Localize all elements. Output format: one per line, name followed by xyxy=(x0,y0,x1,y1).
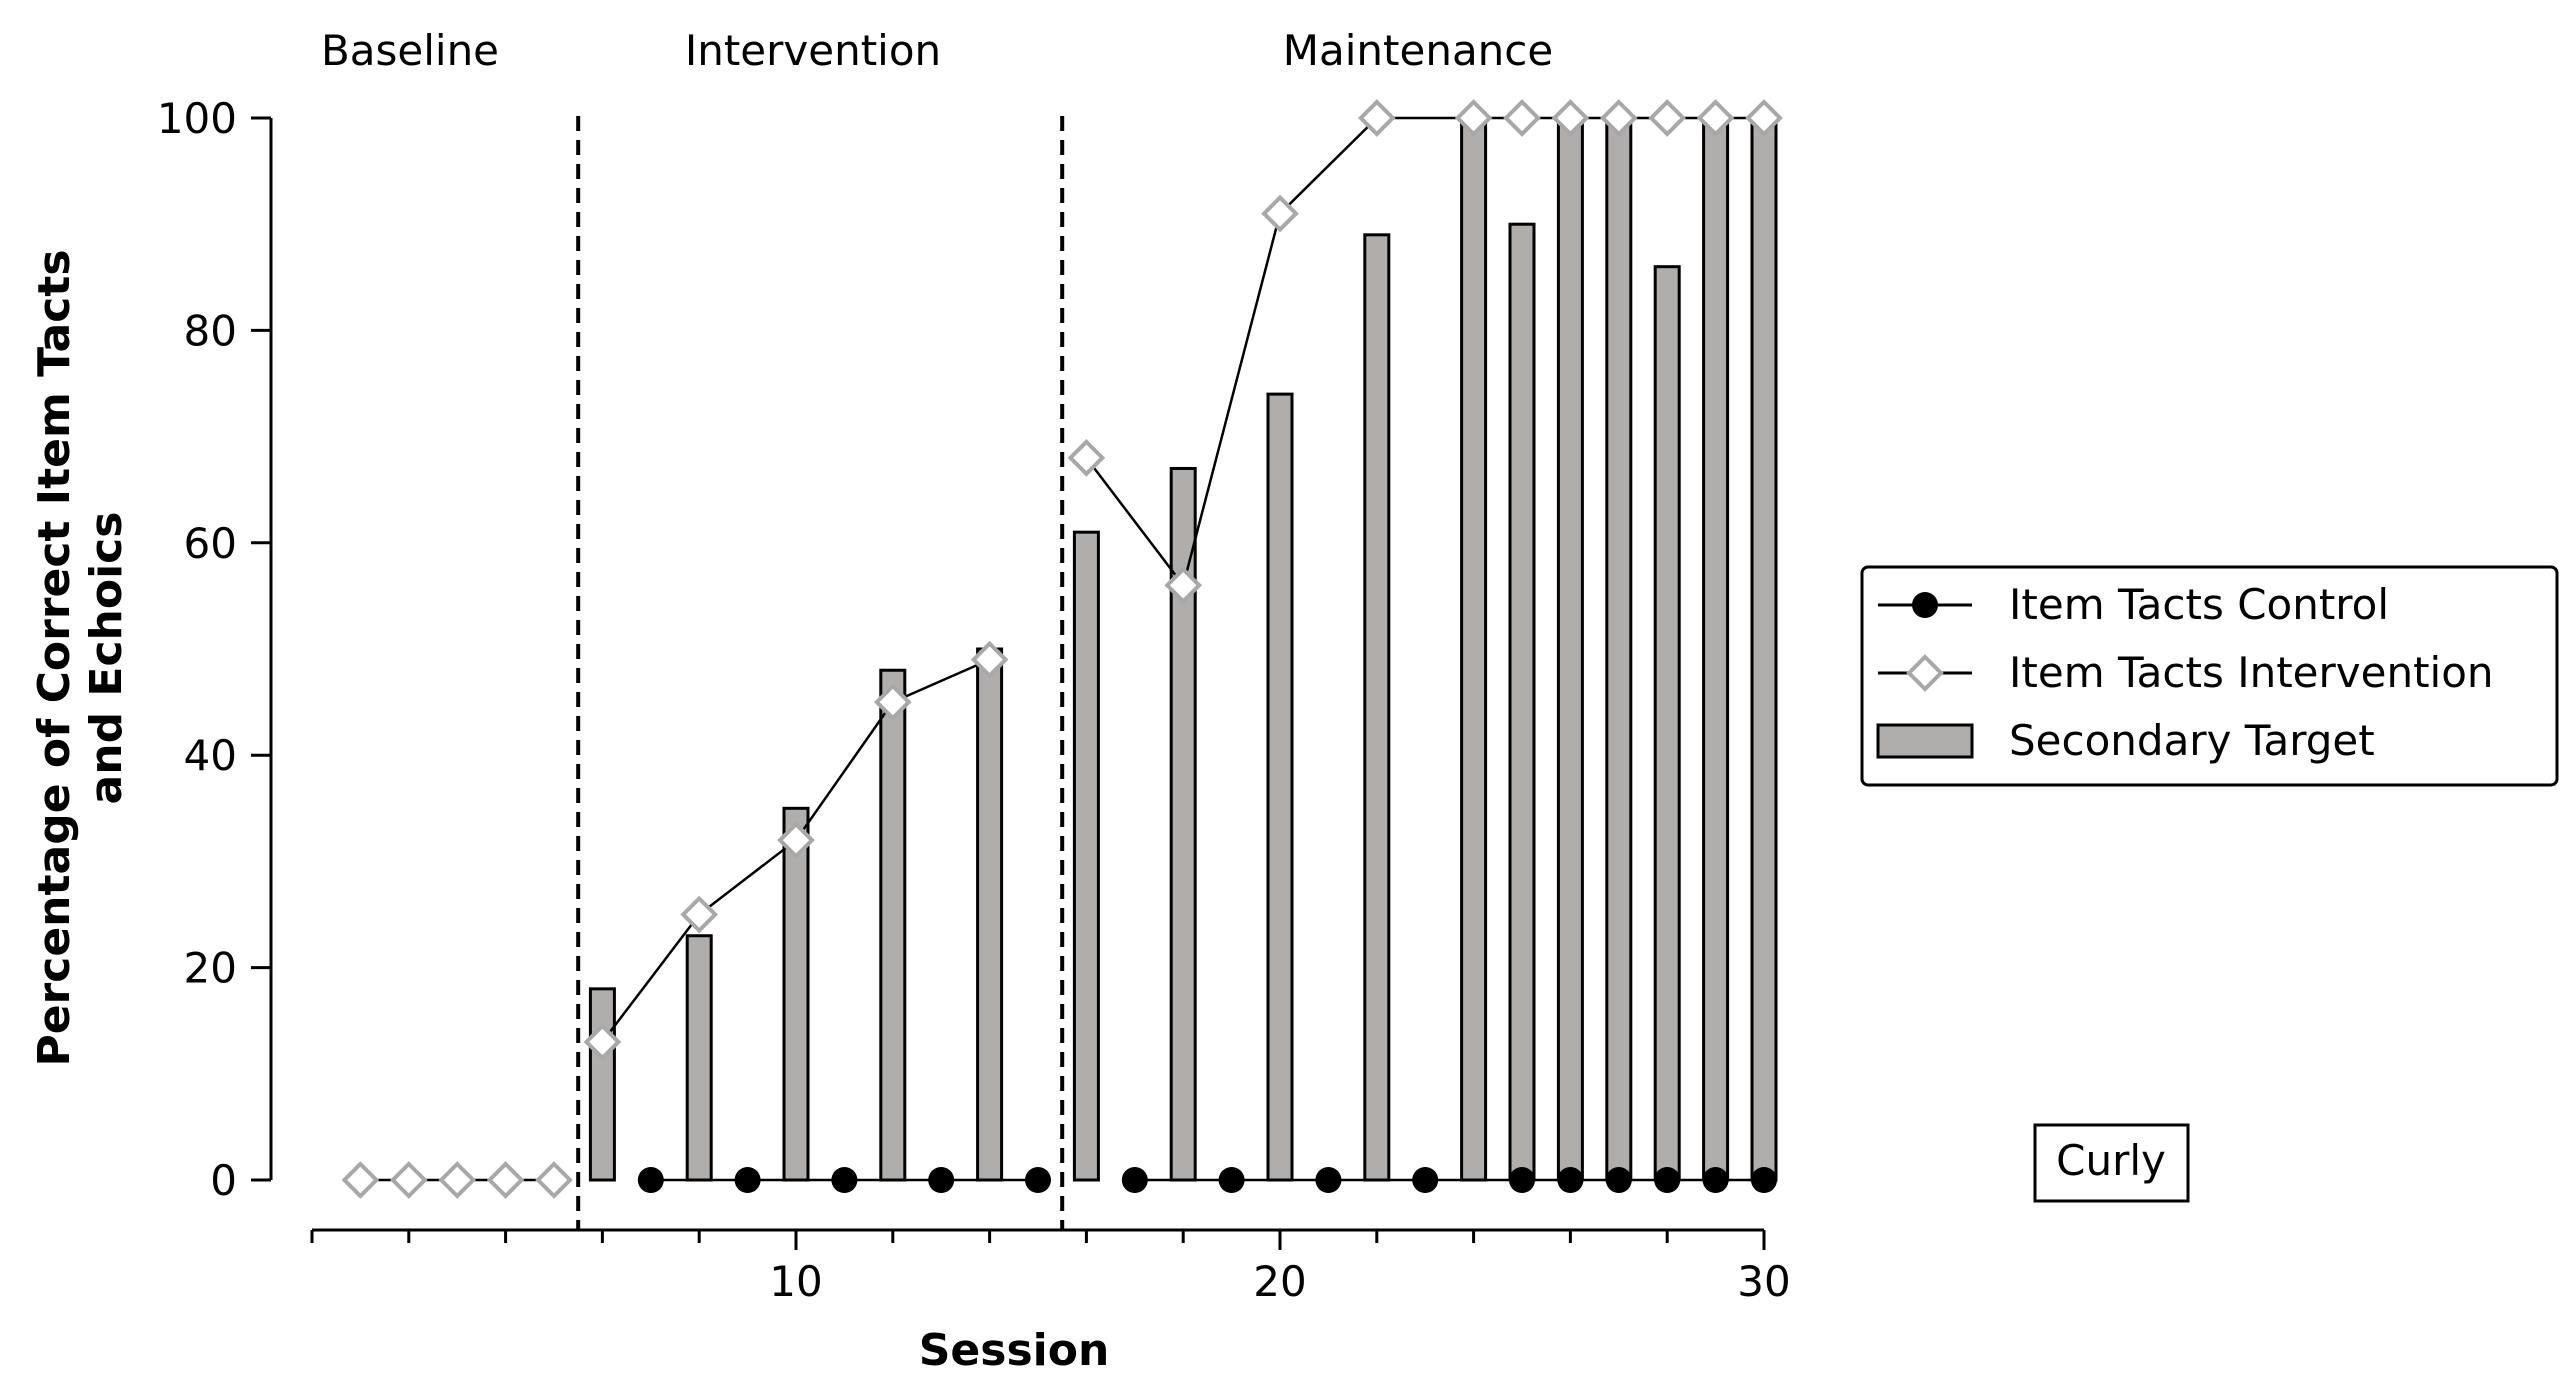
point-item-tacts-intervention-session-22 xyxy=(1357,99,1396,137)
phase-label-intervention: Intervention xyxy=(685,26,941,75)
legend: Item Tacts Control Item Tacts Interventi… xyxy=(1860,565,2559,787)
bar-secondary-target-session-29 xyxy=(1702,116,1730,1182)
legend-label-intervention: Item Tacts Intervention xyxy=(2009,648,2494,697)
point-item-tacts-control-session-11 xyxy=(831,1167,858,1193)
point-item-tacts-control-session-23 xyxy=(1412,1167,1439,1193)
legend-label-secondary-target: Secondary Target xyxy=(2009,716,2375,765)
bar-secondary-target-session-14 xyxy=(976,647,1004,1182)
phase-change-lines xyxy=(576,116,1065,1230)
bar-secondary-target-session-22 xyxy=(1363,233,1391,1182)
point-item-tacts-intervention-session-24 xyxy=(1454,99,1493,137)
point-item-tacts-intervention-session-8 xyxy=(680,895,719,934)
point-item-tacts-control-session-21 xyxy=(1315,1167,1342,1193)
point-item-tacts-intervention-session-20 xyxy=(1261,194,1299,233)
bar-secondary-target-session-20 xyxy=(1266,392,1294,1182)
legend-open-diamond-icon xyxy=(1906,654,1944,692)
y-tick-label-40: 40 xyxy=(184,731,237,780)
point-item-tacts-intervention-session-29 xyxy=(1696,99,1735,137)
phase-label-maintenance: Maintenance xyxy=(1283,26,1553,75)
y-tick-label-0: 0 xyxy=(210,1156,237,1205)
point-item-tacts-control-session-19 xyxy=(1218,1167,1245,1193)
point-item-tacts-intervention-session-12 xyxy=(873,683,912,721)
axes xyxy=(269,118,1764,1232)
y-axis-title-line-2: and Echoics xyxy=(81,512,132,805)
point-item-tacts-control-session-25 xyxy=(1509,1167,1535,1193)
y-axis-title-line-1: Percentage of Correct Item Tacts xyxy=(29,249,80,1066)
point-item-tacts-intervention-session-18 xyxy=(1164,566,1203,605)
bar-secondary-target-session-6 xyxy=(588,987,616,1182)
point-item-tacts-control-session-15 xyxy=(1025,1167,1051,1193)
point-item-tacts-intervention-session-14 xyxy=(970,640,1009,679)
point-item-tacts-intervention-session-16 xyxy=(1067,439,1106,477)
bar-secondary-target-session-16 xyxy=(1072,530,1100,1182)
phase-labels: Baseline Intervention Maintenance xyxy=(321,26,1553,75)
legend-entry-secondary-target: Secondary Target xyxy=(1876,716,2375,765)
point-item-tacts-control-session-7 xyxy=(637,1167,664,1193)
bar-secondary-target-session-26 xyxy=(1556,116,1584,1182)
point-item-tacts-intervention-session-5 xyxy=(535,1161,573,1199)
participant-label: Curly xyxy=(2056,1136,2166,1185)
point-item-tacts-control-session-26 xyxy=(1557,1167,1584,1193)
bar-secondary-target-session-25 xyxy=(1508,222,1536,1182)
series-markers xyxy=(341,99,1783,1199)
point-item-tacts-control-session-9 xyxy=(734,1167,761,1193)
x-axis-title: Session xyxy=(919,1325,1110,1376)
participant-label-box: Curly xyxy=(2033,1123,2190,1203)
point-item-tacts-control-session-28 xyxy=(1654,1167,1681,1193)
legend-filled-circle-icon xyxy=(1912,592,1938,618)
participant-label-frame xyxy=(2033,1123,2190,1203)
y-tick-label-80: 80 xyxy=(184,306,237,355)
bar-secondary-target-session-28 xyxy=(1653,265,1681,1182)
point-item-tacts-intervention-session-28 xyxy=(1648,99,1687,137)
bar-secondary-target-session-27 xyxy=(1605,116,1633,1182)
secondary-target-bars xyxy=(588,116,1778,1182)
point-item-tacts-control-session-29 xyxy=(1702,1167,1729,1193)
y-tick-label-60: 60 xyxy=(184,519,237,568)
phase-label-baseline: Baseline xyxy=(321,26,499,75)
y-tick-label-100: 100 xyxy=(157,94,237,143)
point-item-tacts-intervention-session-6 xyxy=(583,1023,622,1061)
point-item-tacts-control-session-13 xyxy=(928,1167,955,1193)
legend-bar-swatch-icon xyxy=(1876,723,1974,759)
bar-secondary-target-session-30 xyxy=(1750,116,1778,1182)
x-tick-label-10: 10 xyxy=(769,1257,822,1306)
x-tick-label-30: 30 xyxy=(1737,1257,1790,1306)
legend-frame xyxy=(1860,565,2559,787)
axis-labels: Session Percentage of Correct Item Tacts… xyxy=(29,249,1109,1376)
point-item-tacts-control-session-27 xyxy=(1605,1167,1632,1193)
bar-secondary-target-session-10 xyxy=(782,806,810,1182)
point-item-tacts-intervention-session-25 xyxy=(1503,99,1541,137)
point-item-tacts-control-session-17 xyxy=(1121,1167,1148,1193)
point-item-tacts-control-session-30 xyxy=(1751,1167,1777,1193)
point-item-tacts-intervention-session-27 xyxy=(1599,99,1638,137)
bar-secondary-target-session-24 xyxy=(1460,116,1488,1182)
y-tick-label-20: 20 xyxy=(184,944,237,993)
point-item-tacts-intervention-session-30 xyxy=(1745,99,1783,137)
axis-ticks: 0 20 40 60 80 100 10 20 30 xyxy=(157,94,1791,1306)
point-item-tacts-intervention-session-3 xyxy=(438,1161,477,1199)
bar-secondary-target-session-12 xyxy=(879,668,907,1182)
bar-secondary-target-session-8 xyxy=(685,934,713,1182)
legend-label-control: Item Tacts Control xyxy=(2009,580,2389,629)
point-item-tacts-intervention-session-2 xyxy=(389,1161,428,1199)
x-tick-label-20: 20 xyxy=(1253,1257,1306,1306)
legend-entry-item-tacts-control: Item Tacts Control xyxy=(1878,580,2389,629)
point-item-tacts-intervention-session-1 xyxy=(341,1161,380,1199)
point-item-tacts-intervention-session-4 xyxy=(486,1161,525,1199)
point-item-tacts-intervention-session-26 xyxy=(1551,99,1590,137)
point-item-tacts-intervention-session-10 xyxy=(777,821,815,859)
legend-entry-item-tacts-intervention: Item Tacts Intervention xyxy=(1878,648,2494,697)
